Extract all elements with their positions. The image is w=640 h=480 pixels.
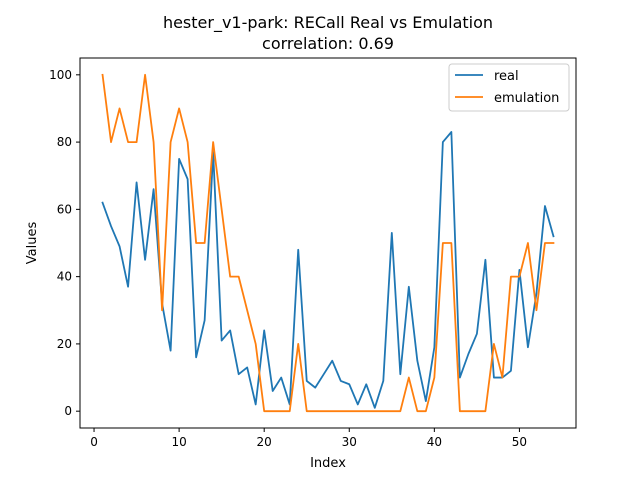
- x-axis-label: Index: [310, 456, 346, 471]
- ticks-layer: 0 10 20 30 40 50 0 20 40 60 80 100: [49, 68, 527, 449]
- x-tick-label: 10: [171, 435, 186, 449]
- y-tick-label: 80: [57, 135, 72, 149]
- x-tick-label: 50: [512, 435, 527, 449]
- y-tick-label: 60: [57, 202, 72, 216]
- x-tick-label: 30: [342, 435, 357, 449]
- x-tick-label: 20: [257, 435, 272, 449]
- chart-subtitle: correlation: 0.69: [262, 34, 394, 53]
- x-tick-label: 0: [90, 435, 98, 449]
- series-layer: [101, 73, 555, 413]
- y-tick-label: 100: [49, 68, 72, 82]
- y-tick-label: 20: [57, 337, 72, 351]
- legend-label-real: real: [494, 69, 519, 84]
- plot-area-frame: [79, 57, 577, 429]
- legend: real emulation: [448, 63, 570, 112]
- series-line-emulation: [101, 73, 555, 413]
- legend-label-emulation: emulation: [494, 91, 559, 106]
- chart-title: hester_v1-park: RECall Real vs Emulation: [163, 13, 493, 33]
- series-line-real: [101, 131, 555, 409]
- y-tick-label: 0: [64, 404, 72, 418]
- y-tick-label: 40: [57, 270, 72, 284]
- x-tick-label: 40: [427, 435, 442, 449]
- y-axis-label: Values: [25, 222, 40, 265]
